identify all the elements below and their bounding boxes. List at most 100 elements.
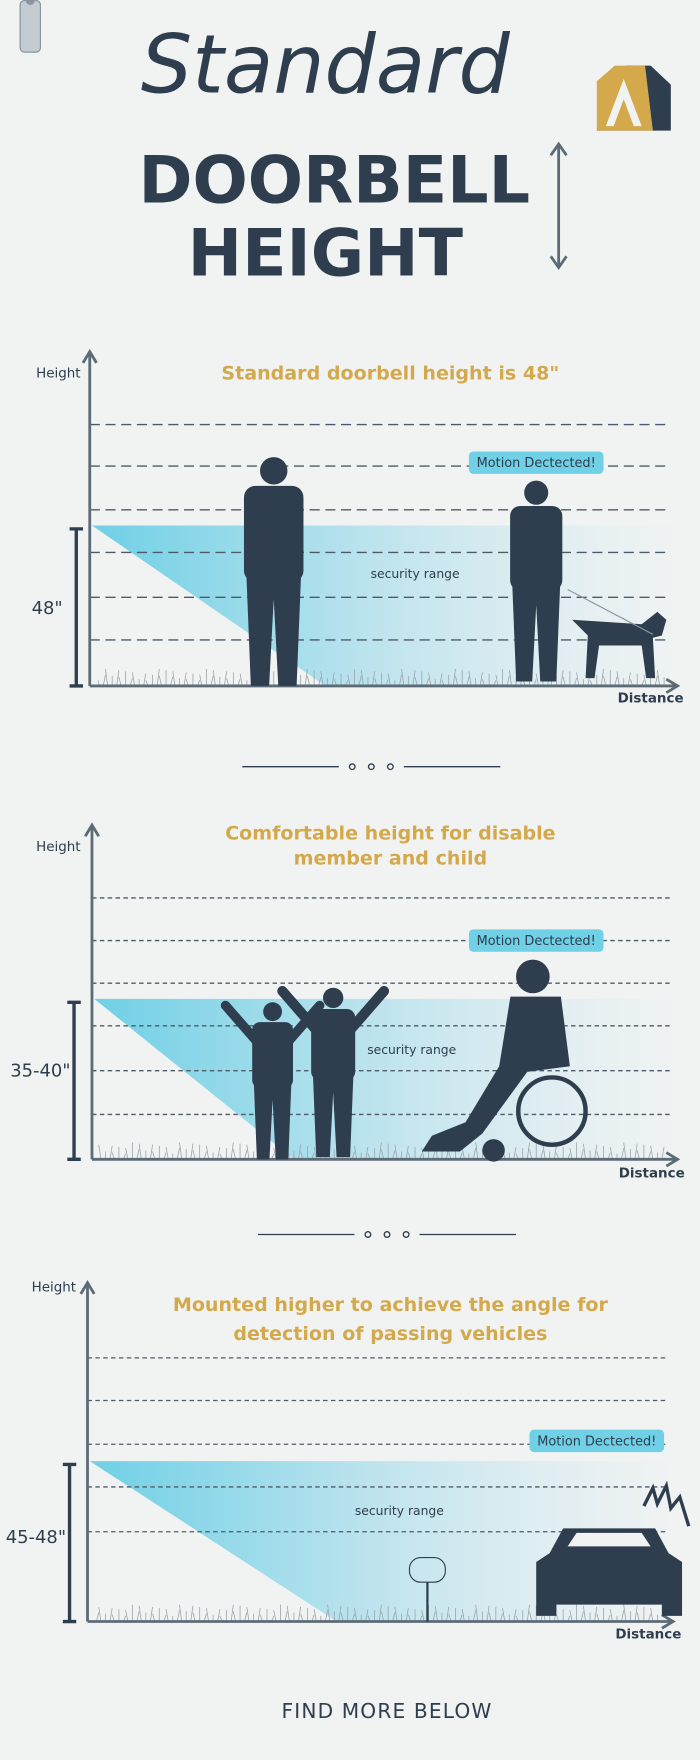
height-measure: 45-48": [6, 1527, 66, 1548]
grass: [576, 672, 580, 686]
y-arrow: [81, 348, 98, 364]
grass: [358, 675, 362, 687]
x-arrow: [665, 677, 681, 694]
grass: [562, 676, 566, 687]
grass: [223, 671, 227, 686]
range-label: security range: [371, 567, 460, 581]
grass: [594, 1606, 598, 1622]
grass: [412, 670, 416, 686]
wheel: [516, 1075, 588, 1147]
grass: [354, 1145, 358, 1160]
grass: [656, 670, 661, 686]
doorbell-button: [25, 0, 35, 5]
grass: [582, 1605, 586, 1622]
panel-title: Mounted higher to achieve the angle for: [173, 1294, 609, 1316]
silhouette-body: [252, 1022, 294, 1089]
grass: [392, 1150, 396, 1160]
leash: [567, 588, 654, 635]
grass: [479, 672, 483, 686]
grass: [105, 669, 109, 686]
grass: [143, 673, 147, 686]
grass: [529, 1611, 533, 1622]
motion-label: Motion Dectected!: [477, 934, 596, 949]
grass: [109, 1607, 113, 1622]
grass: [603, 675, 607, 687]
grass: [327, 1604, 331, 1622]
grass: [452, 669, 456, 686]
grass: [621, 1610, 625, 1622]
grass: [553, 1145, 557, 1160]
grass: [125, 1148, 129, 1160]
silhouette-legs: [512, 581, 561, 682]
title-line: HEIGHT: [188, 216, 464, 291]
grass: [136, 1611, 140, 1622]
car: [536, 1528, 683, 1616]
grass: [627, 672, 631, 686]
logo: [596, 65, 671, 131]
grass: [394, 1606, 398, 1622]
grass: [473, 1148, 477, 1160]
motion-badge: [468, 451, 604, 474]
grass: [495, 674, 499, 687]
grass: [354, 1607, 358, 1622]
grass: [192, 1150, 196, 1160]
grass: [466, 676, 470, 687]
y-arrow: [84, 822, 100, 837]
silhouette-legs: [246, 571, 302, 686]
grass: [338, 1605, 342, 1622]
grass: [125, 1610, 129, 1622]
security-range: [89, 1461, 667, 1622]
grass: [230, 1604, 234, 1622]
script-title: Standard: [141, 18, 511, 112]
grass: [165, 1609, 169, 1622]
grass: [158, 675, 162, 687]
grass: [381, 1149, 385, 1160]
grass: [347, 674, 351, 687]
height-measure: 48": [32, 598, 63, 619]
silhouette-body: [311, 1009, 356, 1081]
grass: [486, 1605, 490, 1622]
grass: [172, 671, 176, 686]
grass: [654, 675, 658, 687]
grass: [529, 1149, 533, 1160]
grass: [636, 1150, 640, 1160]
grass: [170, 676, 174, 687]
silhouette-head: [524, 480, 549, 505]
grass: [210, 675, 214, 687]
y-axis-label: Height: [36, 366, 80, 381]
grass: [475, 1604, 479, 1622]
grass: [136, 1149, 140, 1160]
grass: [461, 1609, 465, 1622]
grass: [320, 671, 324, 686]
grass: [398, 674, 402, 687]
grass: [372, 671, 376, 686]
grass: [340, 1612, 344, 1622]
grass: [246, 1144, 250, 1160]
height-bracket: [62, 1462, 77, 1624]
grass: [569, 1148, 573, 1160]
grass: [232, 1611, 236, 1622]
separator: [242, 763, 517, 1238]
grass: [304, 669, 308, 686]
panel: Standard doorbell height is 48" Height Dis…: [19, 0, 684, 707]
head: [516, 959, 550, 994]
grass: [475, 1142, 479, 1160]
grass: [421, 1610, 425, 1622]
grass: [190, 1143, 194, 1160]
grass: [634, 1605, 638, 1622]
grass: [165, 1146, 169, 1160]
grass: [360, 670, 364, 686]
panel-title: Comfortable height for disable: [225, 823, 555, 845]
grass: [179, 1142, 183, 1160]
motion-badge: [529, 1429, 665, 1453]
y-axis-label: Height: [36, 840, 80, 855]
silhouette-head: [323, 987, 344, 1009]
x-axis-label: Distance: [618, 692, 684, 707]
grass: [405, 1607, 409, 1622]
height-bracket: [67, 1000, 81, 1162]
grass: [569, 1610, 573, 1622]
grass: [244, 1150, 248, 1160]
silhouette-head: [259, 457, 288, 485]
grass: [284, 1611, 288, 1622]
